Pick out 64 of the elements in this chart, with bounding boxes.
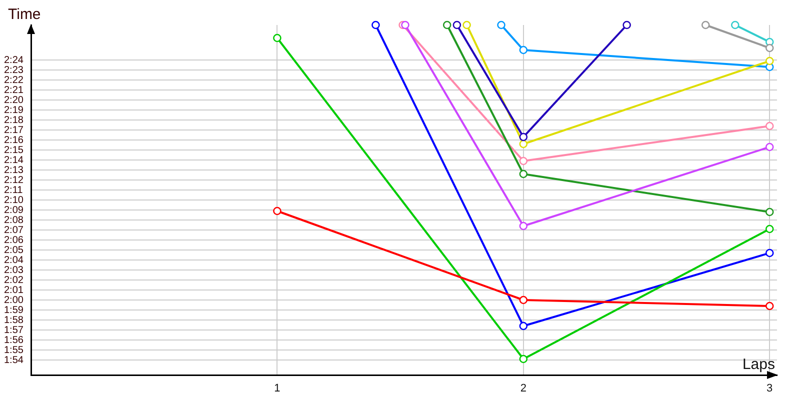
y-tick-label: 1:55 xyxy=(4,344,24,356)
y-tick-label: 2:05 xyxy=(4,244,24,256)
x-tick-label: 1 xyxy=(274,382,280,395)
point xyxy=(519,170,528,178)
point xyxy=(765,208,774,216)
point xyxy=(765,302,774,310)
y-tick-label: 2:00 xyxy=(4,294,24,306)
x-tick-label: 2 xyxy=(520,382,526,395)
point xyxy=(765,44,774,52)
point xyxy=(519,132,528,142)
y-tick-label: 2:09 xyxy=(4,204,24,216)
y-tick-label: 2:24 xyxy=(4,54,24,66)
point xyxy=(519,222,528,230)
y-tick-label: 1:54 xyxy=(4,354,24,366)
y-tick-label: 2:06 xyxy=(4,234,24,246)
y-tick-label: 2:20 xyxy=(4,94,24,106)
point xyxy=(765,122,774,130)
point xyxy=(401,20,410,30)
y-tick-label: 2:23 xyxy=(4,64,24,76)
y-tick-label: 2:12 xyxy=(4,174,24,186)
y-tick-label: 2:16 xyxy=(4,134,24,146)
y-tick-label: 1:59 xyxy=(4,304,24,316)
y-tick-label: 1:56 xyxy=(4,334,24,346)
point xyxy=(519,322,528,330)
point xyxy=(622,20,631,30)
y-tick-label: 2:02 xyxy=(4,274,24,286)
y-tick-label: 2:14 xyxy=(4,154,24,166)
y-axis-title: Time xyxy=(8,6,41,24)
y-tick-label: 2:04 xyxy=(4,254,24,266)
y-tick-label: 1:57 xyxy=(4,324,24,336)
point xyxy=(519,46,528,54)
y-tick-label: 2:08 xyxy=(4,214,24,226)
point xyxy=(452,20,462,30)
x-tick-label: 3 xyxy=(766,382,773,395)
y-tick-label: 2:10 xyxy=(4,194,24,206)
point xyxy=(701,20,710,30)
point xyxy=(462,20,471,30)
point xyxy=(273,34,282,42)
point xyxy=(442,20,452,30)
y-tick-label: 2:01 xyxy=(4,284,24,296)
point xyxy=(519,140,528,148)
point xyxy=(519,296,528,304)
point xyxy=(765,56,774,66)
y-tick-label: 1:58 xyxy=(4,314,24,326)
point xyxy=(273,206,282,216)
y-tick-label: 2:21 xyxy=(4,84,24,96)
point xyxy=(765,248,774,258)
y-tick-label: 2:17 xyxy=(4,124,24,136)
y-tick-label: 2:15 xyxy=(4,144,24,156)
y-tick-label: 2:22 xyxy=(4,74,24,86)
y-tick-label: 2:13 xyxy=(4,164,24,176)
point xyxy=(519,354,528,364)
x-axis-title: Laps xyxy=(742,356,775,373)
point xyxy=(765,142,774,152)
point xyxy=(730,20,740,30)
point xyxy=(765,224,774,234)
y-tick-label: 2:11 xyxy=(4,184,24,196)
y-tick-label: 2:07 xyxy=(4,224,24,236)
y-tick-label: 2:19 xyxy=(4,104,24,116)
y-tick-label: 2:18 xyxy=(4,114,24,126)
point xyxy=(372,20,380,30)
point xyxy=(519,156,528,166)
point xyxy=(497,20,506,30)
y-tick-label: 2:03 xyxy=(4,264,24,276)
